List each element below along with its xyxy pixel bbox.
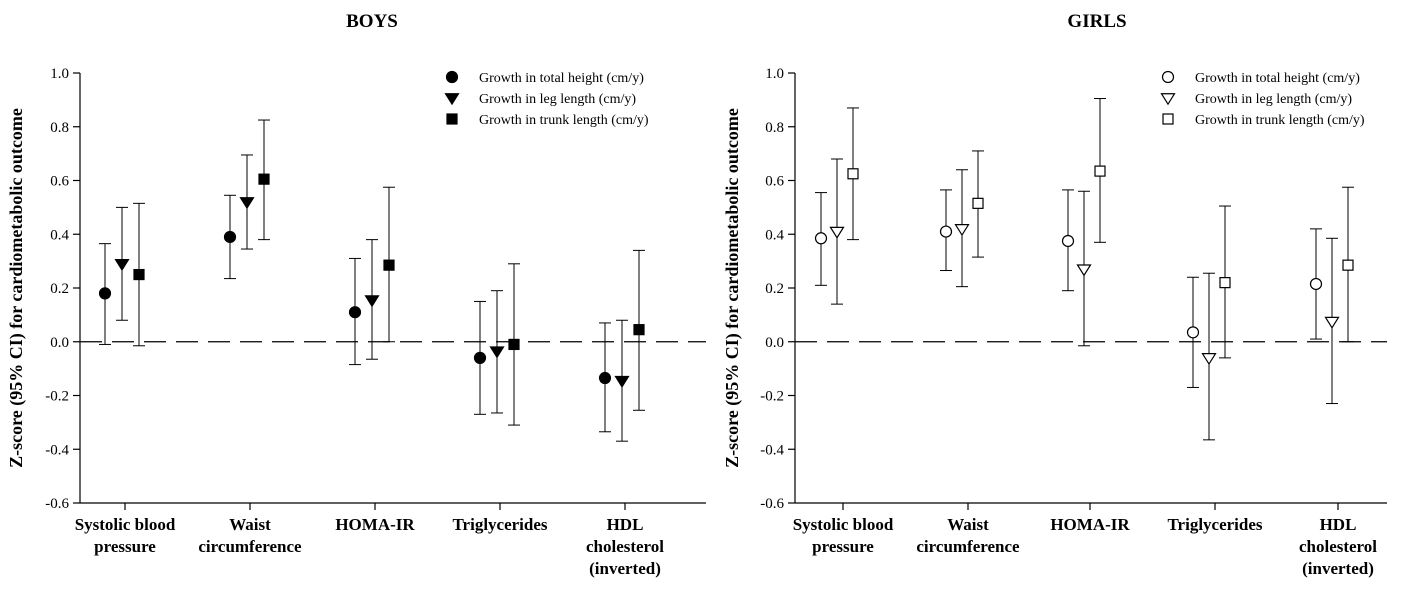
x-category-label: HOMA-IR — [1050, 515, 1130, 534]
x-category-label: Waist — [947, 515, 989, 534]
legend-label: Growth in trunk length (cm/y) — [479, 113, 649, 128]
series-circle — [98, 194, 612, 433]
y-tick-label: 1.0 — [765, 66, 784, 82]
x-category-label: cholesterol — [1299, 537, 1377, 556]
x-category-label: pressure — [812, 537, 874, 556]
y-tick-label: 0.0 — [50, 335, 69, 351]
legend: Growth in total height (cm/y) Growth in l… — [1160, 70, 1365, 128]
x-category-label: Triglycerides — [452, 515, 547, 534]
y-tick-label: 1.0 — [50, 66, 69, 82]
data-point — [114, 258, 130, 272]
x-category-label: Systolic blood — [75, 515, 176, 534]
y-tick-label: -0.2 — [760, 389, 784, 405]
series-square — [847, 98, 1354, 359]
y-tick-label: 0.4 — [765, 227, 784, 243]
y-tick-label: 0.2 — [50, 281, 69, 297]
data-point — [633, 324, 645, 336]
data-point — [814, 232, 828, 245]
data-point — [1309, 277, 1323, 291]
x-category-label: (inverted) — [1302, 559, 1374, 578]
data-point — [364, 295, 380, 308]
x-category-label: pressure — [94, 537, 156, 556]
series-circle — [814, 189, 1323, 388]
series-triangle-down — [829, 158, 1340, 441]
data-point — [1324, 316, 1340, 329]
legend-label: Growth in total height (cm/y) — [1195, 71, 1360, 86]
y-tick-label: 0.6 — [50, 174, 69, 190]
legend: Growth in total height (cm/y) Growth in l… — [444, 70, 649, 128]
x-category-label: cholesterol — [586, 537, 664, 556]
legend-label: Growth in total height (cm/y) — [479, 71, 644, 86]
legend-label: Growth in leg length (cm/y) — [1195, 92, 1352, 107]
x-category-label: circumference — [916, 537, 1020, 556]
data-point — [847, 168, 859, 180]
x-category-label: circumference — [198, 537, 302, 556]
chart-title: GIRLS — [1067, 11, 1126, 32]
data-point — [1219, 277, 1231, 289]
data-point — [1186, 326, 1200, 339]
y-tick-label: -0.4 — [760, 442, 784, 458]
y-tick-label: -0.4 — [45, 442, 69, 458]
x-category-label: Systolic blood — [793, 515, 894, 534]
legend-marker-triangle-down — [1160, 93, 1176, 106]
data-point — [223, 230, 237, 244]
x-category-label: HDL — [1320, 515, 1357, 534]
data-point — [348, 306, 362, 319]
x-category-label: HDL — [607, 515, 644, 534]
data-point — [239, 197, 255, 210]
legend-marker-square — [1162, 113, 1174, 125]
data-point — [489, 346, 505, 359]
panel-boys: BOYS Z-score (95% CI) for cardiometabolic… — [6, 11, 706, 578]
data-point — [1201, 353, 1217, 366]
data-point — [598, 371, 612, 385]
data-point — [614, 375, 630, 389]
y-tick-label: -0.6 — [45, 496, 69, 512]
x-category-label: Triglycerides — [1167, 515, 1262, 534]
legend-marker-square — [446, 113, 458, 125]
data-point — [98, 287, 112, 300]
y-tick-label: 0.8 — [50, 120, 69, 136]
y-tick-label: 0.0 — [765, 335, 784, 351]
data-point — [508, 338, 520, 351]
x-category-label: Waist — [229, 515, 271, 534]
data-point — [972, 197, 984, 209]
y-tick-label: 0.2 — [765, 281, 784, 297]
data-point — [1076, 264, 1092, 277]
series-triangle-down — [114, 154, 630, 442]
data-point — [939, 225, 953, 238]
legend-label: Growth in leg length (cm/y) — [479, 92, 636, 107]
data-point — [829, 226, 845, 239]
data-point — [1061, 234, 1075, 248]
y-tick-label: 0.6 — [765, 174, 784, 190]
data-point — [1094, 165, 1106, 177]
panel-girls: GIRLS Z-score (95% CI) for cardiometaboli… — [722, 11, 1387, 578]
y-tick-label: -0.2 — [45, 389, 69, 405]
legend-marker-triangle-down — [444, 93, 460, 106]
y-tick-label: -0.6 — [760, 496, 784, 512]
data-point — [954, 224, 970, 237]
data-point — [258, 173, 270, 185]
y-tick-label: 0.4 — [50, 227, 69, 243]
data-point — [133, 268, 145, 281]
series-square — [133, 119, 645, 426]
y-tick-label: 0.8 — [765, 120, 784, 136]
y-axis-label: Z-score (95% CI) for cardiometabolic out… — [722, 108, 743, 468]
legend-marker-circle — [445, 70, 459, 84]
data-point — [473, 351, 487, 364]
chart-title: BOYS — [346, 11, 398, 32]
legend-marker-circle — [1161, 70, 1175, 84]
data-point — [1342, 259, 1354, 271]
data-point — [383, 259, 395, 271]
legend-label: Growth in trunk length (cm/y) — [1195, 113, 1365, 128]
x-category-label: (inverted) — [589, 559, 661, 578]
x-category-label: HOMA-IR — [335, 515, 415, 534]
y-axis-label: Z-score (95% CI) for cardiometabolic out… — [6, 108, 27, 468]
